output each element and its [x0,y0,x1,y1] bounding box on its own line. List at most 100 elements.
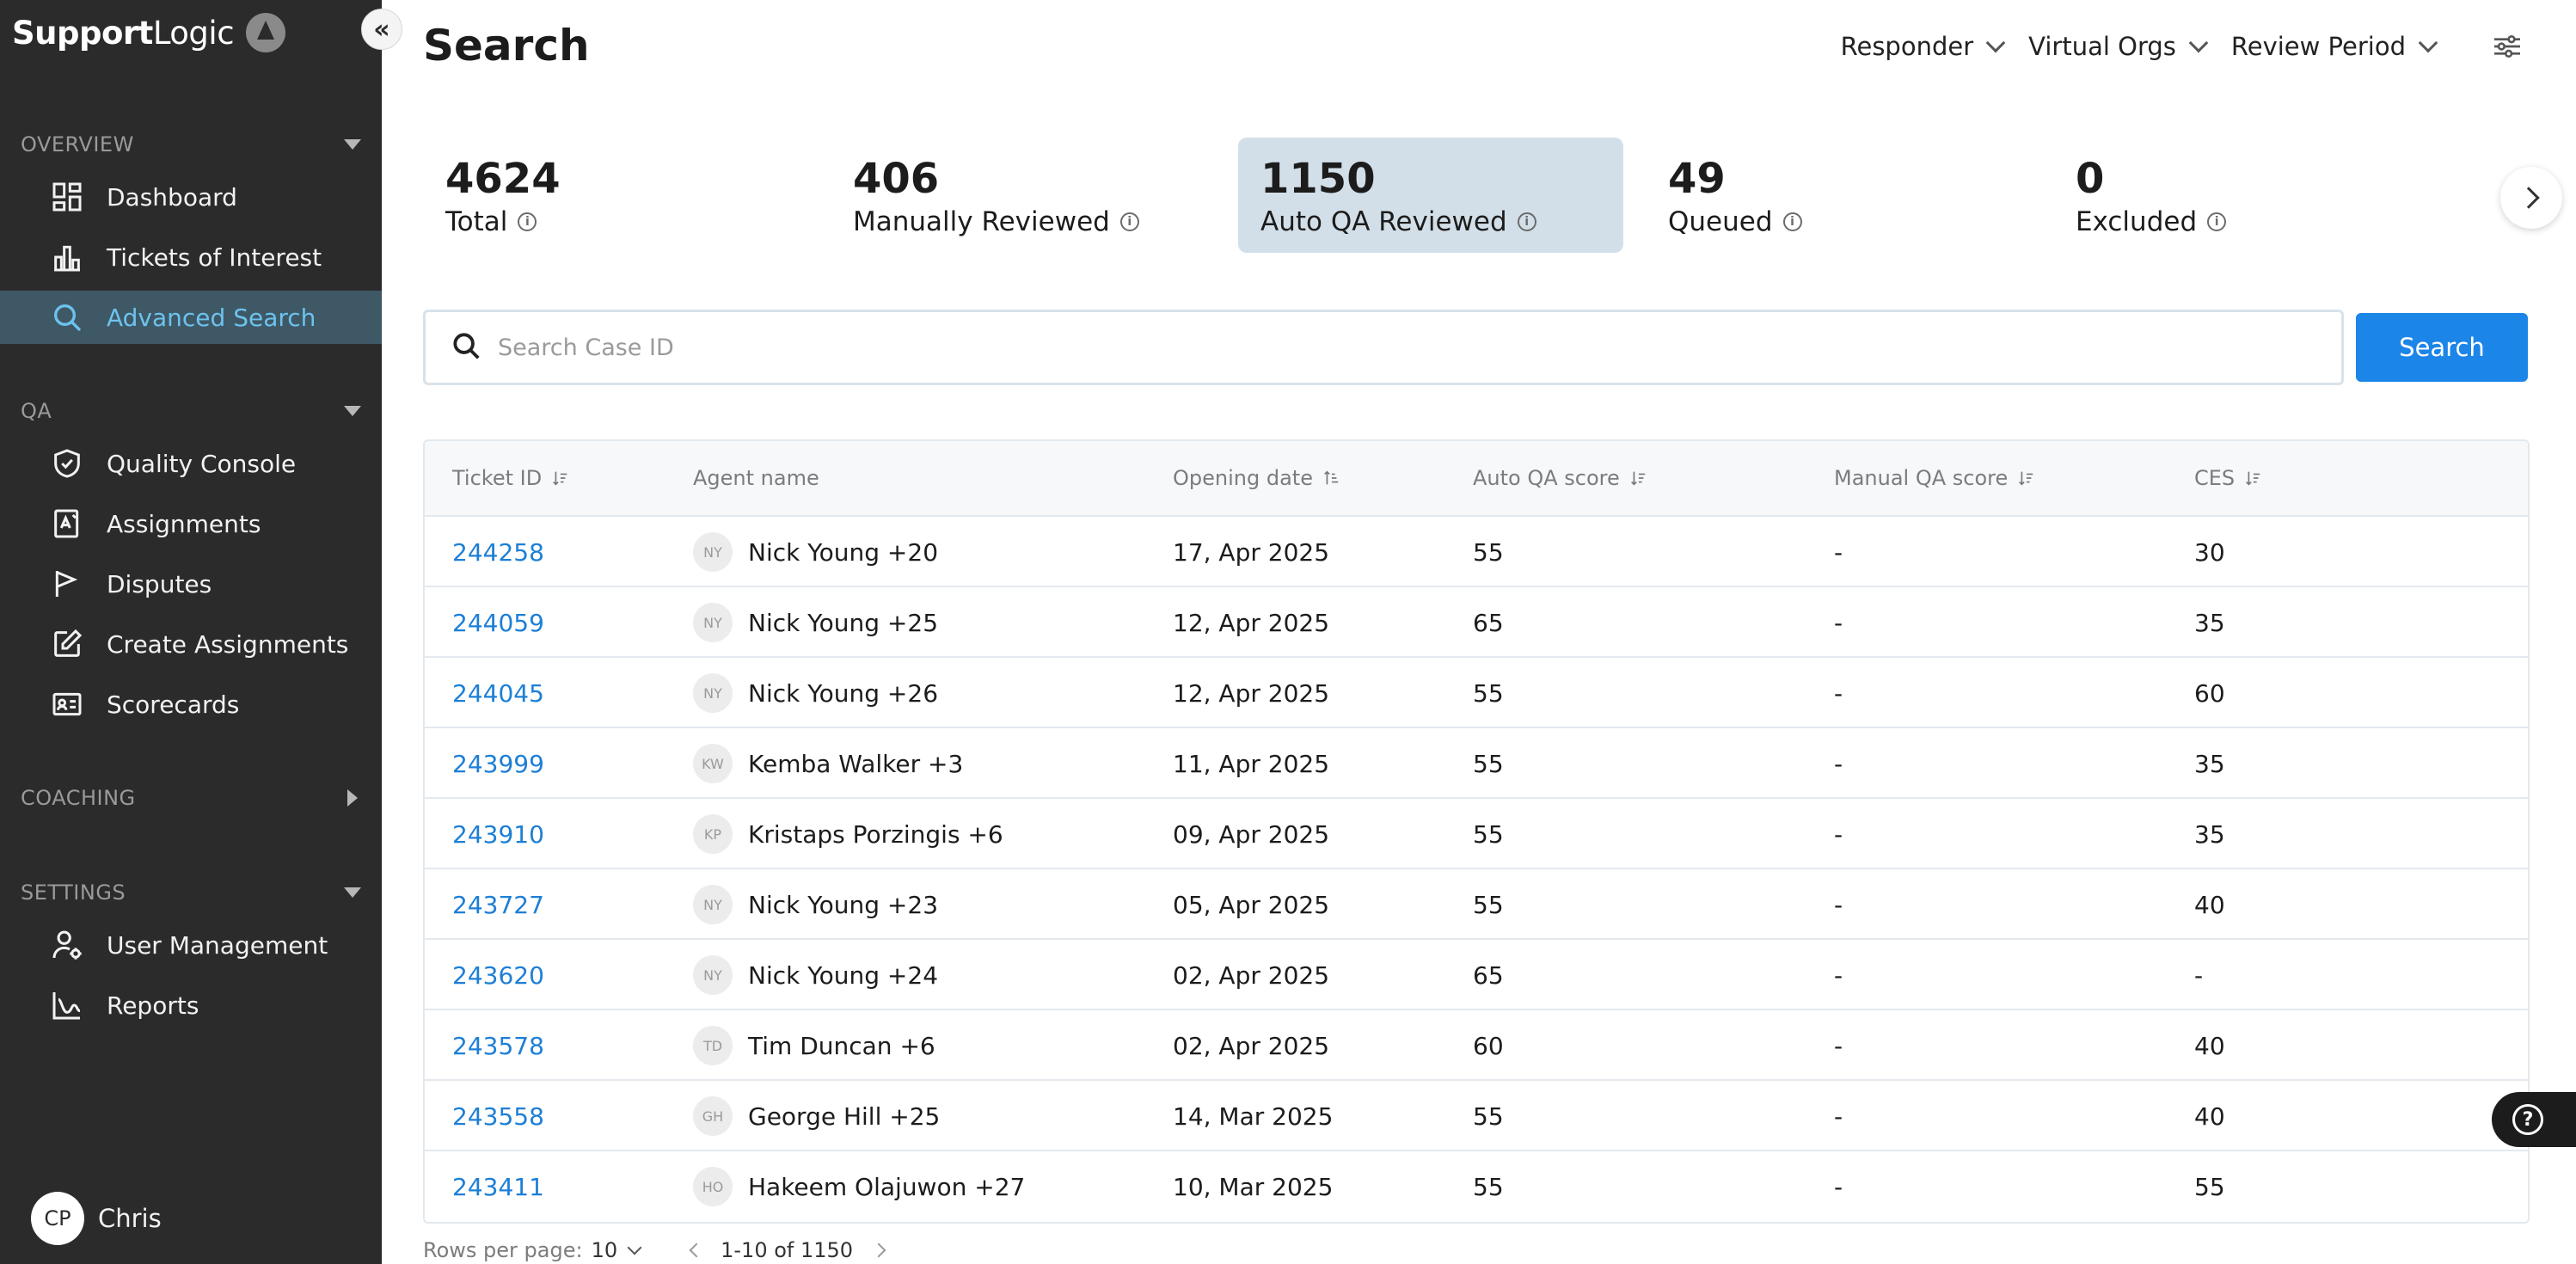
rows-per-page-select[interactable]: 10 [591,1238,618,1262]
section-settings[interactable]: SETTINGS [21,875,361,910]
opening-date: 05, Apr 2025 [1173,890,1330,919]
ces-score: 35 [2194,608,2225,637]
ticket-id-link[interactable]: 243999 [452,749,544,778]
agent-avatar: NY [693,673,733,713]
stat-label: Queued [1668,206,1773,237]
next-page-icon[interactable] [871,1243,886,1258]
chevron-right-icon [2518,187,2540,209]
column-label: Opening date [1173,466,1313,490]
sidebar-item-assignments[interactable]: Assignments [0,497,382,550]
info-icon[interactable]: i [1782,212,1802,231]
sidebar-item-dashboard[interactable]: Dashboard [0,170,382,224]
section-coaching[interactable]: COACHING [21,781,361,815]
column-header-ticket-id[interactable]: Ticket ID [452,466,569,490]
column-header-opening-date[interactable]: Opening date [1173,466,1340,490]
sidebar-item-disputes[interactable]: Disputes [0,557,382,611]
chevron-down-icon [1985,33,2006,53]
agent-name: Kristaps Porzingis +6 [748,819,1003,849]
search-field[interactable] [423,310,2344,385]
info-icon[interactable]: i [2207,212,2227,231]
ticket-id-link[interactable]: 243727 [452,890,544,919]
opening-date: 12, Apr 2025 [1173,608,1330,637]
agent-name: Hakeem Olajuwon +27 [748,1172,1026,1201]
ces-score: 35 [2194,819,2225,849]
stat-card-queued[interactable]: 49 Queued i [1646,138,2031,253]
agent-name: Kemba Walker +3 [748,749,964,778]
agent-name: Nick Young +20 [748,537,939,567]
sliders-icon[interactable] [2490,29,2524,64]
table-row[interactable]: 243578 TD Tim Duncan +6 02, Apr 2025 60 -… [425,1010,2528,1081]
caret-down-icon [344,887,361,898]
brand-name-a: Support [12,14,153,52]
table-row[interactable]: 244059 NY Nick Young +25 12, Apr 2025 65 … [425,587,2528,658]
filter-review-period[interactable]: Review Period [2231,32,2438,61]
sidebar-item-tickets-of-interest[interactable]: Tickets of Interest [0,230,382,284]
ces-score: 55 [2194,1172,2225,1201]
search-button[interactable]: Search [2356,313,2528,382]
collapse-sidebar-button[interactable]: « [361,9,402,50]
table-row[interactable]: 243727 NY Nick Young +23 05, Apr 2025 55 … [425,869,2528,940]
search-icon [450,329,482,365]
stat-card-manually-reviewed[interactable]: 406 Manually Reviewed i [831,138,1216,253]
info-icon[interactable]: i [1517,212,1536,231]
section-qa[interactable]: QA [21,394,361,428]
manual-qa-score: - [1834,1101,1843,1131]
user-profile[interactable]: CP Chris [31,1192,162,1245]
ticket-id-link[interactable]: 244059 [452,608,544,637]
sidebar-item-reports[interactable]: Reports [0,979,382,1032]
column-header-auto-qa-score[interactable]: Auto QA score [1473,466,1647,490]
stat-card-excluded[interactable]: 0 Excluded i [2053,138,2438,253]
chevron-down-icon[interactable] [627,1240,642,1255]
shield-check-icon [50,446,84,481]
table-row[interactable]: 244045 NY Nick Young +26 12, Apr 2025 55 … [425,658,2528,728]
brand-logo[interactable]: Support Logic [12,9,286,57]
sidebar-item-label: Dashboard [107,182,237,212]
ticket-id-link[interactable]: 243558 [452,1101,544,1131]
column-header-agent-name[interactable]: Agent name [693,466,819,490]
table-row[interactable]: 243558 GH George Hill +25 14, Mar 2025 55… [425,1081,2528,1151]
filter-responder[interactable]: Responder [1841,32,2006,61]
stats-row: 4624 Total i 406 Manually Reviewed i 1150 … [423,138,2562,255]
search-icon [50,300,84,334]
column-header-ces[interactable]: CES [2194,466,2262,490]
agent-cell: KP Kristaps Porzingis +6 [693,799,1003,869]
sort-icon [553,471,567,486]
ticket-id-link[interactable]: 243578 [452,1031,544,1060]
sidebar-item-advanced-search[interactable]: Advanced Search [0,291,382,344]
manual-qa-score: - [1834,608,1843,637]
caret-down-icon [344,406,361,416]
ticket-id-link[interactable]: 244258 [452,537,544,567]
info-icon[interactable]: i [1119,212,1139,231]
agent-cell: NY Nick Young +25 [693,587,938,658]
stat-card-total[interactable]: 4624 Total i [423,138,808,253]
column-label: Manual QA score [1834,466,2009,490]
ticket-id-link[interactable]: 243620 [452,960,544,990]
search-input[interactable] [498,334,2217,361]
chevron-down-icon [2188,33,2209,53]
sidebar-item-quality-console[interactable]: Quality Console [0,437,382,490]
table-row[interactable]: 243910 KP Kristaps Porzingis +6 09, Apr 2… [425,799,2528,869]
user-settings-icon [50,928,84,962]
table-row[interactable]: 243999 KW Kemba Walker +3 11, Apr 2025 55… [425,728,2528,799]
sidebar-item-scorecards[interactable]: Scorecards [0,678,382,731]
sidebar-item-create-assignments[interactable]: Create Assignments [0,617,382,671]
table-row[interactable]: 243411 HO Hakeem Olajuwon +27 10, Mar 202… [425,1151,2528,1222]
column-label: Auto QA score [1473,466,1620,490]
table-row[interactable]: 244258 NY Nick Young +20 17, Apr 2025 55 … [425,517,2528,587]
sort-icon [2019,471,2033,486]
sidebar-item-user-management[interactable]: User Management [0,918,382,972]
ticket-id-link[interactable]: 243411 [452,1172,544,1201]
ticket-id-link[interactable]: 244045 [452,678,544,708]
stats-next-button[interactable] [2500,167,2562,229]
filter-virtual-orgs[interactable]: Virtual Orgs [2028,32,2209,61]
agent-avatar: KP [693,814,733,854]
info-icon[interactable]: i [518,212,537,231]
stat-label: Auto QA Reviewed [1260,206,1507,237]
section-overview[interactable]: OVERVIEW [21,127,361,162]
help-button[interactable]: ? [2492,1092,2576,1147]
ticket-id-link[interactable]: 243910 [452,819,544,849]
column-header-manual-qa-score[interactable]: Manual QA score [1834,466,2035,490]
stat-card-auto-qa-reviewed[interactable]: 1150 Auto QA Reviewed i [1238,138,1623,253]
prev-page-icon[interactable] [689,1243,704,1258]
table-row[interactable]: 243620 NY Nick Young +24 02, Apr 2025 65 … [425,940,2528,1010]
